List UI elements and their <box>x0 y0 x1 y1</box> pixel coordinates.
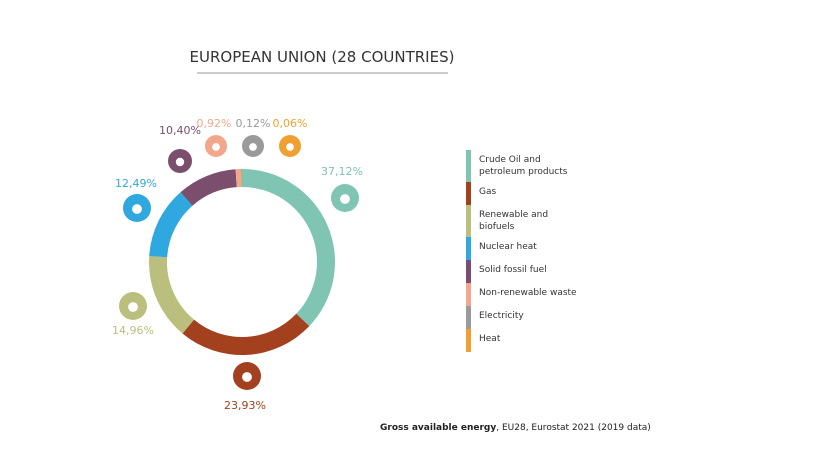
legend-item: Crude Oil and petroleum products <box>466 150 596 182</box>
value-label: 23,93% <box>224 399 266 412</box>
donut-slice <box>149 192 193 258</box>
legend-item: Electricity <box>466 306 596 329</box>
legend-item: Heat <box>466 329 596 352</box>
legend-swatch <box>466 329 471 352</box>
legend-swatch <box>466 205 471 237</box>
caption-text: , EU28, Eurostat 2021 (2019 data) <box>496 423 651 433</box>
legend-label: Gas <box>479 187 497 197</box>
legend-label: Nuclear heat <box>479 242 537 252</box>
category-icon-glyph <box>242 372 252 382</box>
value-label: 0,92% <box>197 117 232 130</box>
legend-item: Non-renewable waste <box>466 283 596 306</box>
category-icon-glyph <box>340 194 350 204</box>
category-icon-glyph <box>286 143 294 151</box>
legend-label: Electricity <box>479 311 524 321</box>
chart-title: EUROPEAN UNION (28 COUNTRIES) <box>190 48 455 66</box>
legend-label: Renewable and biofuels <box>479 210 549 232</box>
value-label: 12,49% <box>115 177 157 190</box>
value-label: 0,12% <box>236 117 271 130</box>
value-label: 0,06% <box>273 117 308 130</box>
value-label: 10,40% <box>159 124 201 137</box>
category-icon-glyph <box>175 157 185 167</box>
category-icon-glyph <box>212 143 220 151</box>
donut-slice <box>235 169 242 188</box>
legend-swatch <box>466 260 471 283</box>
donut-slice <box>242 169 335 327</box>
legend-item: Solid fossil fuel <box>466 260 596 283</box>
legend-item: Renewable and biofuels <box>466 205 596 237</box>
value-label: 14,96% <box>112 324 154 337</box>
category-icon-glyph <box>249 143 257 151</box>
legend-item: Gas <box>466 182 596 205</box>
legend-swatch <box>466 150 471 182</box>
legend-swatch <box>466 182 471 205</box>
category-icon-glyph <box>132 204 142 214</box>
value-label: 37,12% <box>321 165 363 178</box>
donut-slice <box>240 169 242 188</box>
donut-slice <box>149 256 195 334</box>
legend-swatch <box>466 306 471 329</box>
legend-swatch <box>466 237 471 260</box>
legend-label: Non-renewable waste <box>479 288 577 298</box>
donut-slice <box>180 169 237 206</box>
legend-label: Solid fossil fuel <box>479 265 547 275</box>
donut-slice <box>182 313 310 355</box>
category-icon-glyph <box>128 302 138 312</box>
legend-label: Heat <box>479 334 501 344</box>
caption-bold: Gross available energy <box>380 423 497 433</box>
legend: Crude Oil and petroleum products Gas Renew… <box>466 150 596 352</box>
legend-item: Nuclear heat <box>466 237 596 260</box>
caption: Gross available energy, EU28, Eurostat 2… <box>380 423 651 433</box>
legend-label: Crude Oil and petroleum products <box>479 155 568 177</box>
legend-swatch <box>466 283 471 306</box>
